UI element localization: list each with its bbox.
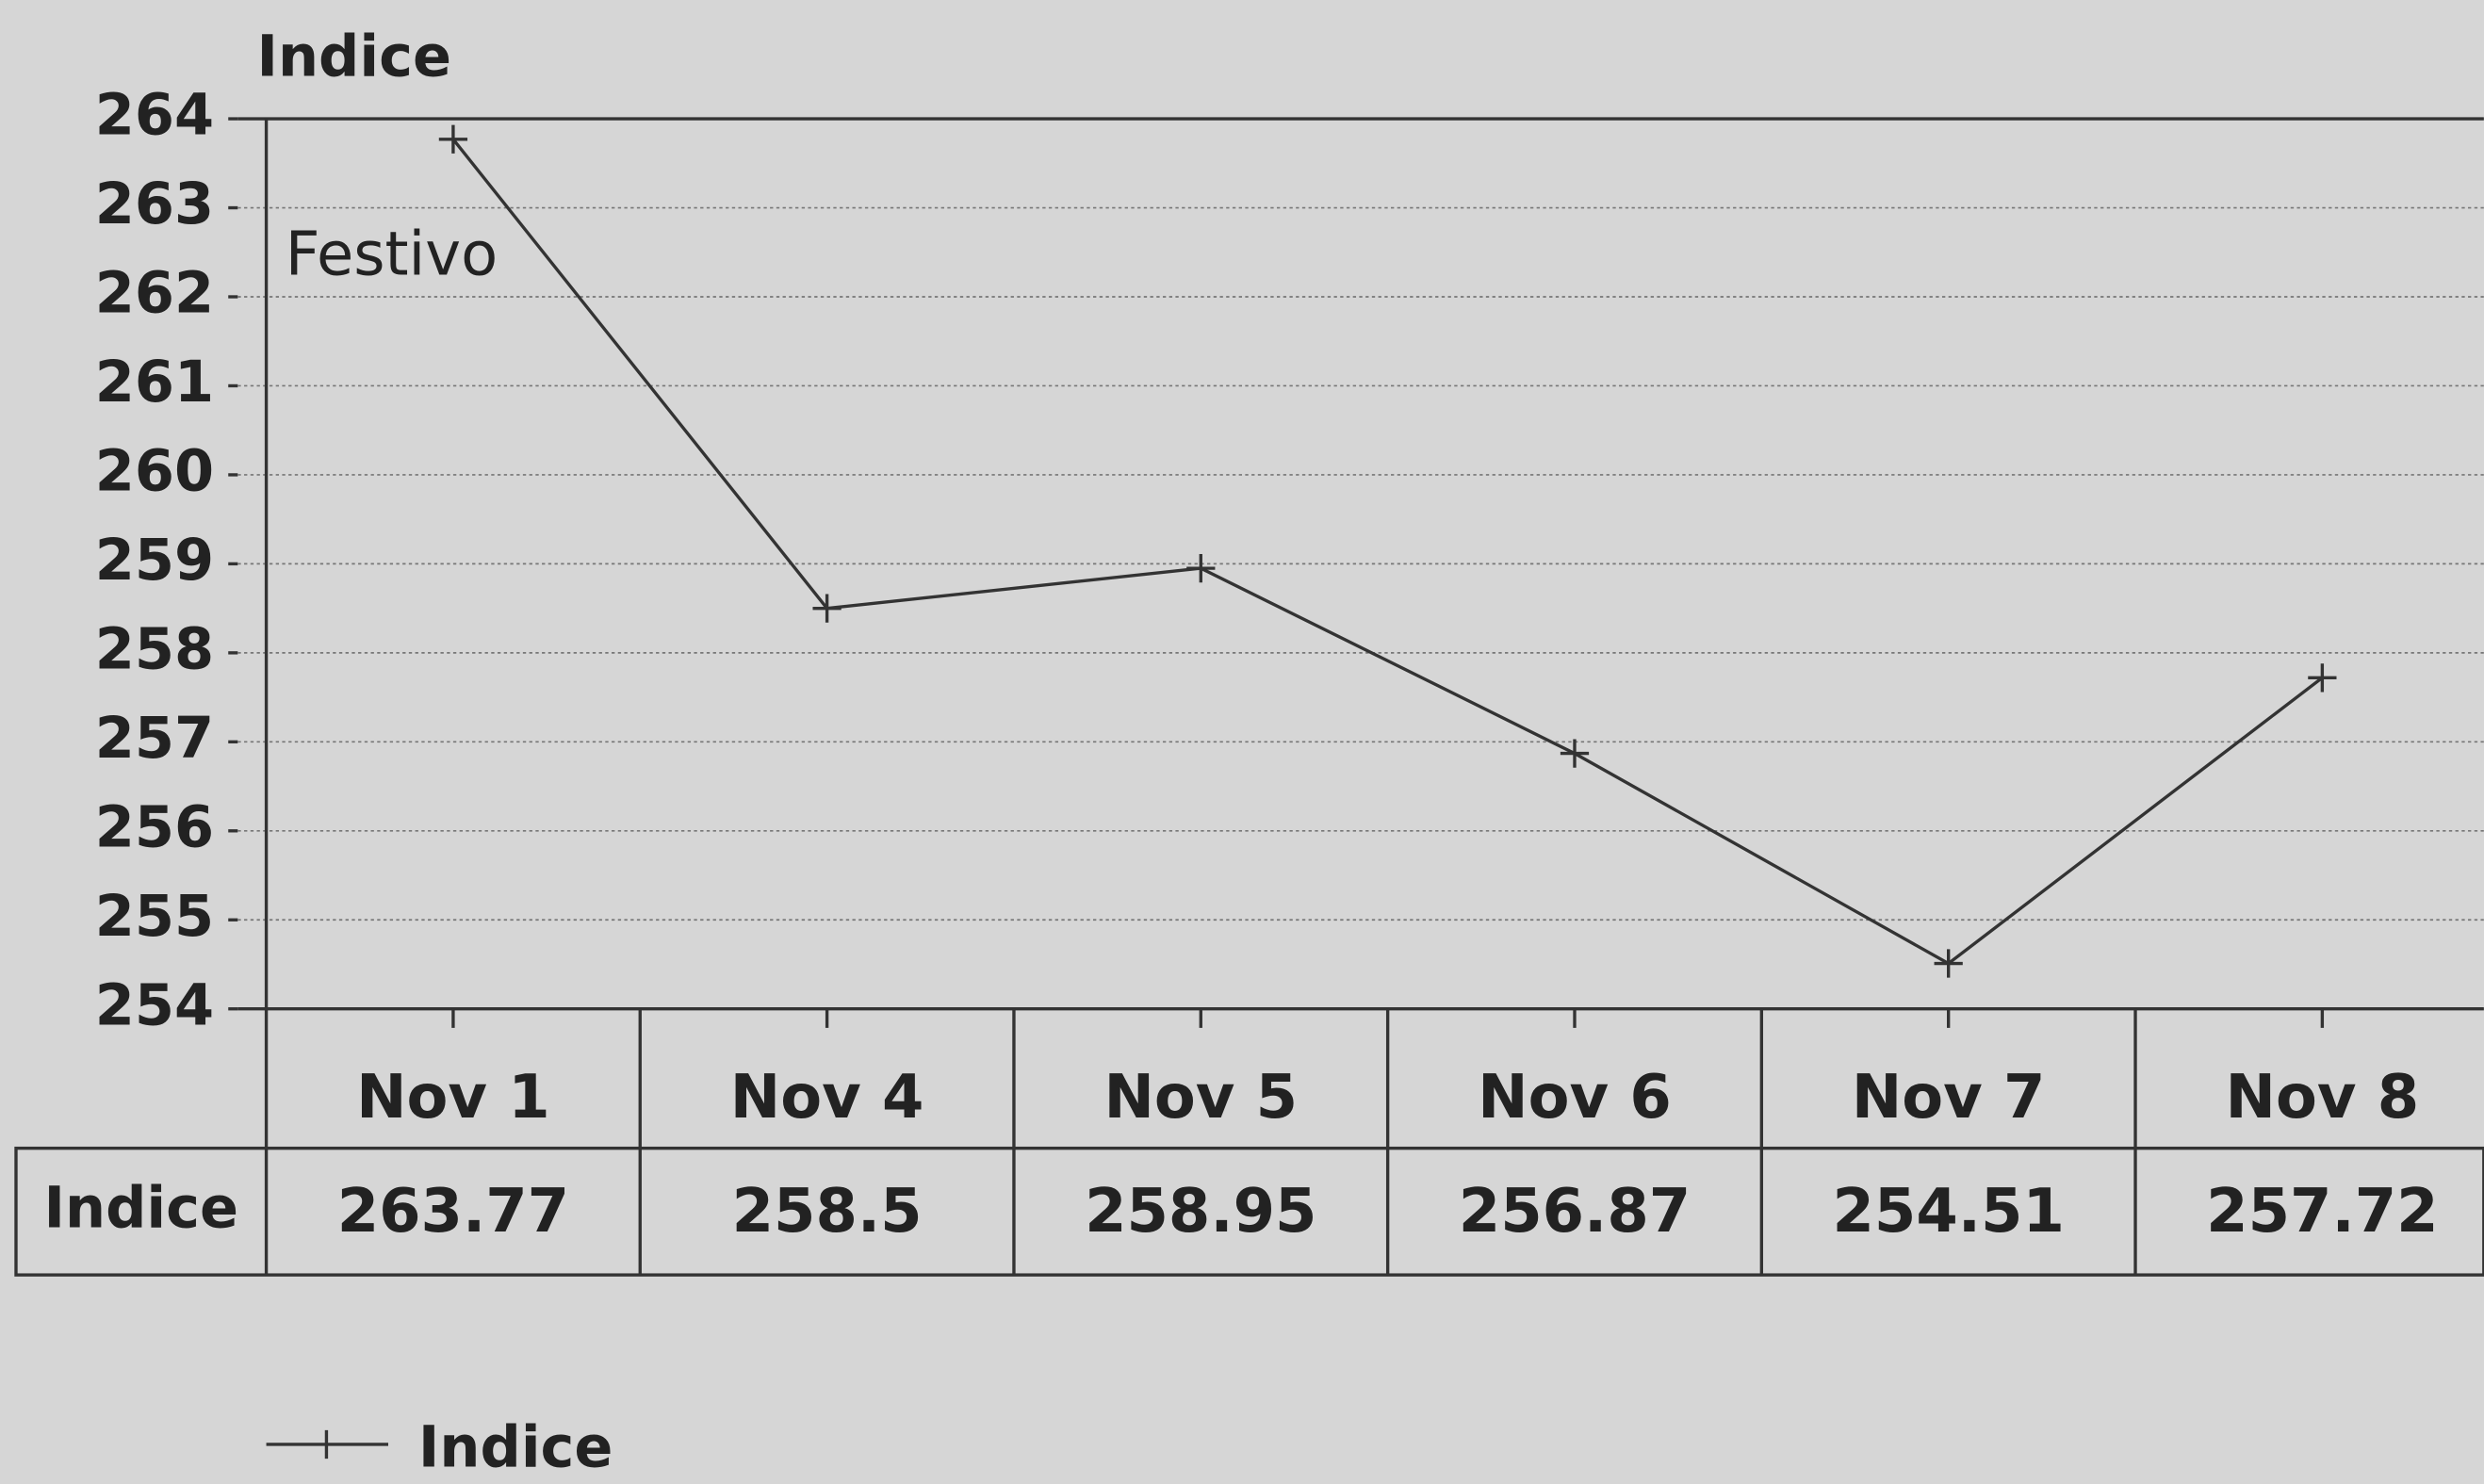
marker — [1934, 949, 1963, 978]
table-row-label: Indice — [44, 1175, 239, 1241]
table-value: 256.87 — [1459, 1177, 1691, 1247]
y-tick-label: 264 — [95, 83, 214, 149]
y-tick-label: 255 — [95, 884, 214, 950]
annotation: Festivo — [286, 220, 498, 290]
line — [451, 138, 2324, 966]
marker — [1560, 739, 1590, 768]
table-value: 257.72 — [2206, 1177, 2438, 1247]
y-tick-label: 262 — [95, 261, 214, 327]
table-value: 258.5 — [732, 1177, 923, 1247]
y-tick-label: 263 — [95, 171, 214, 237]
marker — [1186, 553, 1216, 583]
x-tick-label: Nov 8 — [2226, 1063, 2420, 1133]
x-tick-label: Nov 5 — [1103, 1063, 1298, 1133]
x-tick-label: Nov 6 — [1478, 1063, 1672, 1133]
table-value: 254.51 — [1832, 1177, 2064, 1247]
x-tick-label: Nov 4 — [730, 1063, 924, 1133]
table-value: 258.95 — [1085, 1177, 1316, 1247]
y-tick-label: 254 — [95, 972, 214, 1038]
y-axis-label: Indice — [256, 24, 451, 90]
x-tick-label: Nov 7 — [1852, 1063, 2046, 1133]
marker — [812, 594, 842, 623]
y-tick-label: 261 — [95, 350, 214, 416]
marker — [2308, 663, 2337, 693]
y-tick-label: 257 — [95, 706, 214, 772]
x-tick-label: Nov 1 — [356, 1063, 550, 1133]
y-tick-label: 258 — [95, 616, 214, 682]
legend-marker — [266, 1429, 388, 1460]
legend-label: Indice — [418, 1414, 613, 1480]
y-tick-label: 259 — [95, 528, 214, 594]
table-value: 263.77 — [337, 1177, 569, 1247]
y-tick-label: 256 — [95, 794, 214, 860]
y-tick-label: 260 — [95, 439, 214, 505]
marker — [438, 124, 468, 154]
